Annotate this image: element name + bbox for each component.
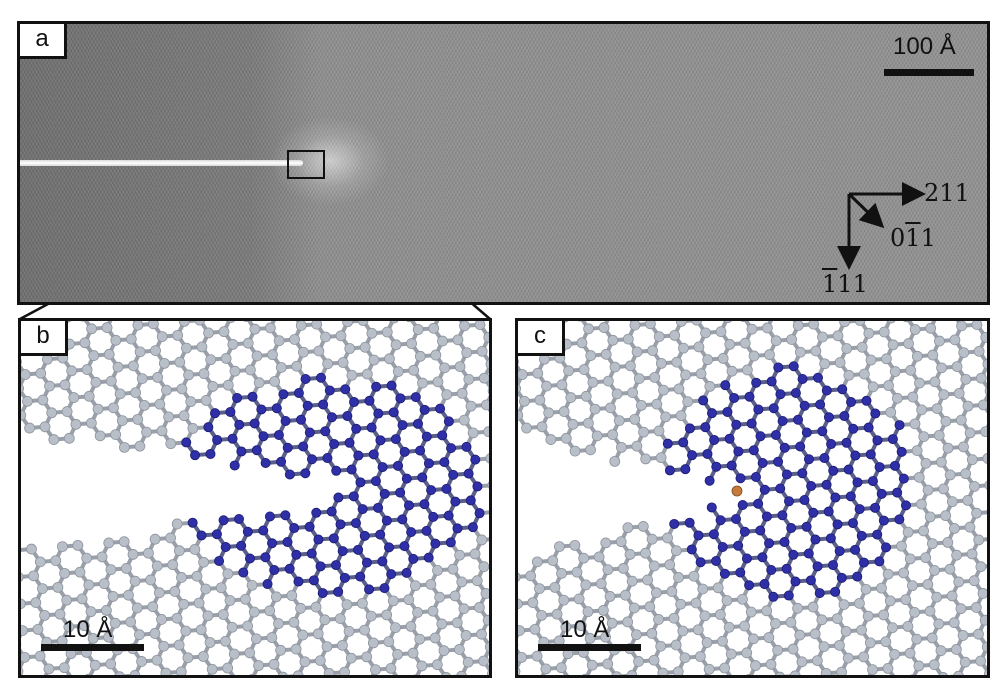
- panel-label-b: b: [21, 321, 68, 356]
- axis-label-0-11: 011: [890, 224, 936, 252]
- panel-c-atomistic: c 10 Å: [515, 318, 990, 678]
- scalebar-b: [41, 644, 144, 651]
- atomic-structure-c: [518, 321, 987, 675]
- panel-label-c: c: [518, 321, 565, 356]
- zoom-box: [287, 150, 325, 179]
- panel-a-overview: a 100 Å 211 011 111: [17, 21, 990, 305]
- axis-label-111: 111: [822, 270, 868, 298]
- atomic-structure-b: [21, 321, 489, 675]
- panel-label-a: a: [20, 24, 67, 59]
- axis-arrow-0-11: [847, 192, 885, 229]
- panel-b-atomistic: b 10 Å: [18, 318, 492, 678]
- scalebar-label-c: 10 Å: [560, 616, 610, 643]
- axis-label-211: 211: [924, 179, 970, 207]
- crack: [20, 160, 303, 166]
- scalebar-label-b: 10 Å: [63, 616, 113, 643]
- crystal-axes: [837, 182, 926, 270]
- scalebar-label-a: 100 Å: [893, 33, 956, 60]
- scalebar-c: [538, 644, 641, 651]
- scalebar-a: [884, 69, 974, 76]
